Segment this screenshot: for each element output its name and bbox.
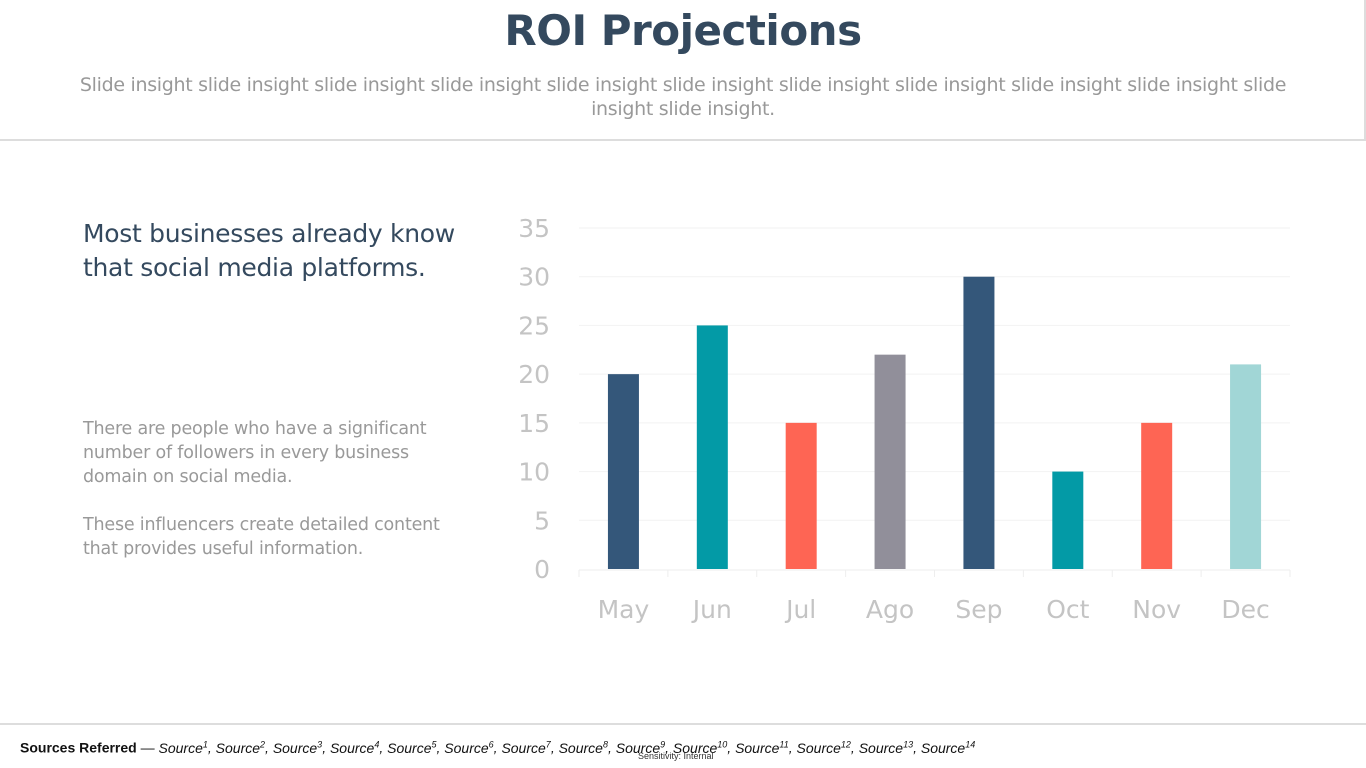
source-item: Source8: [558, 739, 608, 756]
source-item: Source6: [444, 739, 494, 756]
x-tick-label: Nov: [1132, 595, 1181, 624]
bar-oct: [1052, 471, 1084, 569]
page-title: ROI Projections: [504, 6, 862, 55]
header-side-divider: [1364, 0, 1366, 141]
source-item: Source7: [501, 739, 551, 756]
x-tick-label: Sep: [955, 595, 1002, 624]
y-tick-label: 10: [518, 458, 550, 487]
y-tick-label: 20: [518, 360, 550, 389]
bar-may: [607, 374, 639, 569]
bar-jun: [696, 325, 728, 569]
source-item: Source2: [215, 739, 266, 756]
x-tick-label: Jun: [691, 595, 732, 624]
y-tick-label: 25: [518, 311, 550, 340]
bar-sep: [963, 276, 995, 569]
content-heading: Most businesses already know that social…: [83, 219, 455, 282]
bar-jul: [785, 422, 817, 569]
header-divider: [0, 139, 1366, 141]
source-item: Source3: [272, 739, 323, 756]
source-item: Source1: [158, 739, 208, 756]
bar-chart: 0 5 10 15 20 25 30 35 May Jun Jul Ago Sep Oct Nov Dec: [518, 214, 1291, 624]
x-tick-label: Dec: [1221, 595, 1269, 624]
source-item: Source11: [735, 739, 789, 756]
content-paragraph-2: These influencers create detailed conten…: [83, 515, 440, 559]
y-tick-label: 0: [534, 555, 550, 584]
x-tick-label: Oct: [1046, 595, 1089, 624]
source-item: Source4: [329, 739, 380, 756]
bar-ago: [874, 354, 906, 569]
y-tick-label: 5: [534, 506, 550, 535]
source-item: Source14: [920, 739, 976, 756]
content-paragraph-1: There are people who have a significant …: [83, 419, 427, 487]
source-item: Source10: [672, 739, 728, 756]
sources-dash: —: [136, 739, 159, 756]
bar-nov: [1141, 422, 1173, 569]
source-item: Source12: [796, 739, 851, 756]
sources-label: Sources Referred: [20, 739, 137, 756]
source-item: Source5: [387, 739, 437, 756]
sources-footer: Sources Referred — Source1, Source2, Sou…: [20, 739, 975, 756]
bar-dec: [1230, 364, 1262, 569]
page-subtitle: Slide insight slide insight slide insigh…: [79, 74, 1287, 120]
source-item: Source9: [615, 739, 666, 756]
x-tick-label: Jul: [784, 595, 816, 624]
y-tick-label: 35: [518, 214, 550, 243]
y-tick-label: 15: [518, 409, 550, 438]
x-tick-label: May: [598, 595, 650, 624]
footer-divider: [0, 723, 1366, 725]
y-tick-label: 30: [518, 263, 550, 292]
source-item: Source13: [858, 739, 914, 756]
source-list: Source1, Source2, Source3, Source4, Sour…: [158, 739, 976, 756]
sensitivity-label: Sensitivity: Internal: [638, 751, 714, 761]
x-tick-label: Ago: [866, 595, 914, 624]
